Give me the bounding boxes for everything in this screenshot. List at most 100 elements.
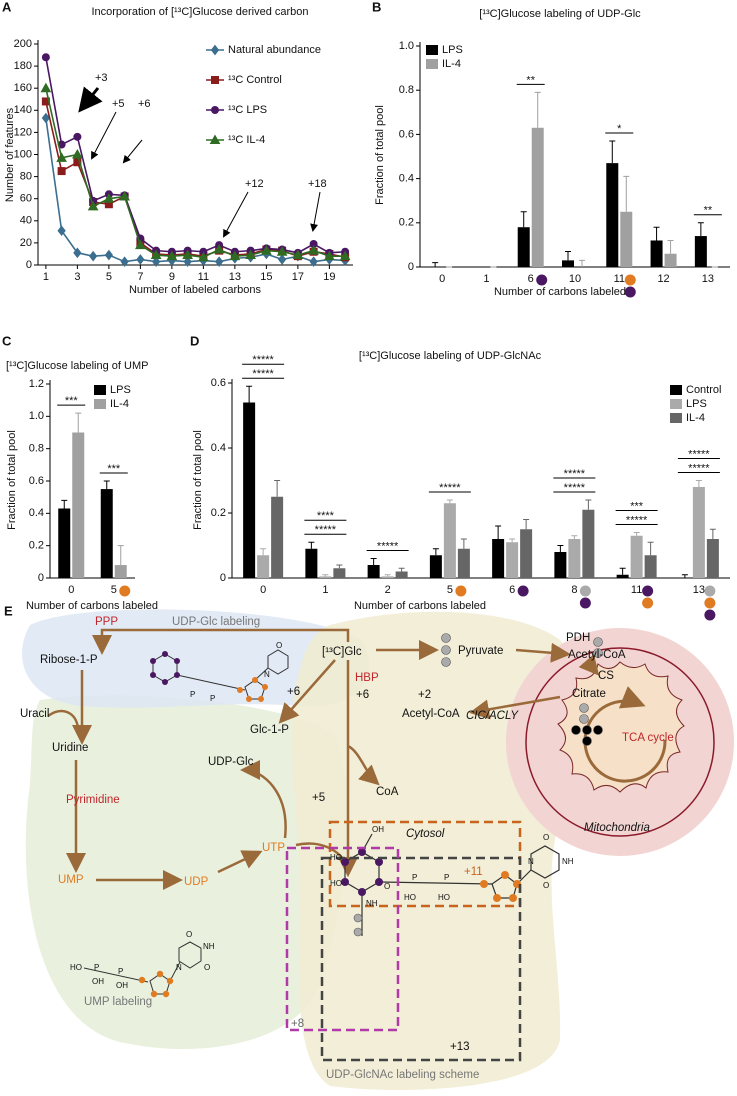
x-tick-label: 11 (198, 271, 209, 283)
annotation: +6 (138, 98, 151, 110)
bar (115, 565, 127, 578)
error-bar (104, 481, 110, 489)
atom: O (543, 833, 549, 842)
marker (212, 107, 219, 114)
y-tick-label: 0 (38, 572, 44, 584)
legend-label: LPS (442, 44, 463, 56)
bar (72, 433, 84, 579)
error-bar (521, 212, 527, 227)
bar (554, 552, 566, 578)
legend-label: IL-4 (686, 412, 705, 424)
atom: O (276, 641, 282, 650)
y-tick-label: 0.6 (211, 377, 226, 389)
significance-label: ***** (626, 514, 648, 526)
error-bar (509, 539, 515, 542)
category-marker (642, 598, 653, 609)
significance-label: **** (317, 510, 335, 522)
legend-swatch (670, 413, 682, 423)
error-bar (668, 240, 674, 253)
chart-title: [¹³C]Glucose labeling of UMP (6, 360, 148, 372)
x-tick-label: 0 (68, 584, 74, 596)
atom: HO (438, 893, 450, 902)
error-bar (75, 413, 81, 432)
legend-label: Control (686, 384, 721, 396)
panel-label: A (2, 0, 12, 14)
bar (568, 539, 580, 578)
enzyme: CS (598, 670, 614, 682)
error-bar (461, 539, 467, 549)
error-bar (620, 568, 626, 575)
y-tick-label: 0 (220, 572, 226, 584)
atom: P (94, 963, 99, 972)
error-bar (495, 526, 501, 539)
bar (333, 568, 345, 578)
x-tick-label: 13 (693, 584, 705, 596)
atom: HO (330, 879, 342, 888)
x-tick-label: 5 (111, 584, 117, 596)
atom: N (264, 670, 270, 679)
error-bar (565, 252, 571, 261)
carbon-count: +2 (418, 689, 431, 701)
y-tick-label: 0.6 (399, 128, 414, 140)
significance-label: ***** (315, 524, 337, 536)
y-tick-label: 0.8 (399, 84, 414, 96)
significance-label: ***** (688, 462, 710, 474)
error-bar (61, 500, 67, 508)
error-bar (609, 141, 615, 163)
marker (58, 168, 65, 175)
marker (137, 255, 144, 264)
bar (606, 163, 618, 267)
error-bar (322, 575, 328, 577)
panel-label: E (4, 603, 13, 618)
y-tick-label: 0.6 (29, 475, 44, 487)
error-bar (447, 500, 453, 503)
y-tick-label: 100 (14, 148, 32, 160)
atom: HO (330, 853, 342, 862)
y-tick-label: 200 (14, 38, 32, 50)
x-axis-label: Number of carbons labeled (494, 286, 626, 298)
significance-label: ***** (564, 468, 586, 480)
legend-label: IL-4 (110, 398, 129, 410)
x-tick-label: 9 (169, 271, 175, 283)
x-tick-label: 8 (571, 584, 577, 596)
y-tick-label: 0.4 (29, 507, 44, 519)
metabolite: Pyruvate (458, 645, 503, 657)
legend-label: ¹³C IL-4 (228, 134, 265, 146)
legend-label: ¹³C LPS (228, 104, 267, 116)
error-bar (308, 542, 314, 549)
bar (382, 576, 394, 578)
atom: O (384, 882, 390, 891)
x-tick-label: 15 (260, 271, 272, 283)
y-axis-label: Fraction of total pool (192, 430, 204, 530)
category-marker (518, 586, 529, 597)
bar (430, 555, 442, 578)
x-tick-label: 0 (260, 584, 266, 596)
chart-title: Incorporation of [¹³C]Glucose derived ca… (91, 6, 308, 18)
atom: HO (404, 893, 416, 902)
bar (257, 555, 269, 578)
legend-swatch (94, 385, 106, 395)
annotation: +5 (112, 98, 125, 110)
atom: NH (366, 899, 378, 908)
carbon-count: +8 (291, 1018, 304, 1030)
significance-label: ** (704, 205, 713, 217)
chart-title: [¹³C]Glucose labeling of UDP-GlcNAc (359, 350, 542, 362)
compartment: Cytosol (406, 828, 445, 840)
x-tick-label: 12 (657, 273, 669, 285)
atom: O (543, 881, 549, 890)
legend-label: LPS (686, 398, 707, 410)
bar (631, 536, 643, 578)
significance-label: * (617, 123, 622, 135)
category-marker (455, 586, 466, 597)
diagram: E PPP UDP-Glc labeling Ribose-1-P Uracil… (4, 603, 734, 1090)
error-bar (399, 568, 405, 571)
error-bar (432, 263, 438, 267)
significance-label: *** (107, 463, 121, 475)
x-tick-label: 13 (229, 271, 241, 283)
y-tick-label: 1.0 (29, 410, 44, 422)
metabolite: UMP (58, 874, 84, 886)
marker (90, 252, 97, 261)
error-bar (654, 227, 660, 240)
x-tick-label: 10 (569, 273, 581, 285)
error-bar (585, 500, 591, 510)
